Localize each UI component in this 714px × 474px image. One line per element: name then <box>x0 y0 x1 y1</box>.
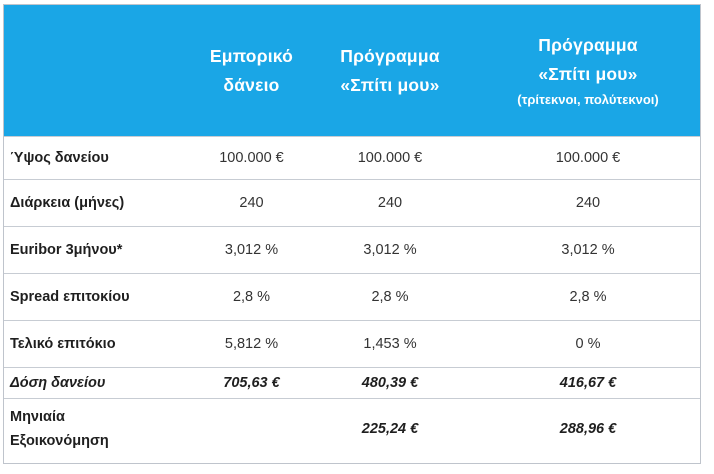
row-label: Ύψος δανείου <box>4 136 199 180</box>
row-label: Euribor 3μήνου* <box>4 226 199 274</box>
cell-value: 100.000 € <box>304 136 476 180</box>
cell-value: 2,8 % <box>476 273 700 321</box>
table-row-monthly-savings: Μηνιαία Εξοικονόμηση 225,24 € 288,96 € <box>4 398 700 459</box>
cell-value <box>199 398 304 459</box>
row-label-line: Εξοικονόμηση <box>10 433 109 449</box>
row-label: Spread επιτοκίου <box>4 273 199 321</box>
header-subtitle: (τρίτεκνοι, πολύτεκνοι) <box>517 91 659 107</box>
cell-value: 225,24 € <box>304 398 476 459</box>
table-row-installment: Δόση δανείου 705,63 € 480,39 € 416,67 € <box>4 367 700 399</box>
cell-value: 416,67 € <box>476 367 700 399</box>
cell-value: 5,812 % <box>199 320 304 368</box>
cell-value: 2,8 % <box>304 273 476 321</box>
header-line: «Σπίτι μου» <box>340 74 440 95</box>
cell-value: 3,012 % <box>476 226 700 274</box>
header-line: «Σπίτι μου» <box>538 63 638 84</box>
cell-value: 3,012 % <box>199 226 304 274</box>
cell-value: 480,39 € <box>304 367 476 399</box>
cell-value: 3,012 % <box>304 226 476 274</box>
cell-value: 100.000 € <box>476 136 700 180</box>
loan-comparison-table: Εμπορικό δάνειο Πρόγραμμα «Σπίτι μου» Πρ… <box>4 5 700 459</box>
cell-value: 240 <box>304 179 476 227</box>
header-line: Πρόγραμμα <box>538 34 638 55</box>
table-row-loan-amount: Ύψος δανείου 100.000 € 100.000 € 100.000… <box>4 136 700 180</box>
header-spiti-mou-large-families: Πρόγραμμα «Σπίτι μου» (τρίτεκνοι, πολύτε… <box>476 5 700 137</box>
table-row-duration: Διάρκεια (μήνες) 240 240 240 <box>4 179 700 227</box>
row-label: Τελικό επιτόκιο <box>4 320 199 368</box>
cell-value: 240 <box>476 179 700 227</box>
cell-value: 288,96 € <box>476 398 700 459</box>
cell-value: 240 <box>199 179 304 227</box>
row-label: Μηνιαία Εξοικονόμηση <box>4 398 199 459</box>
table-row-final-rate: Τελικό επιτόκιο 5,812 % 1,453 % 0 % <box>4 320 700 368</box>
header-empty-cell <box>4 5 199 137</box>
header-line: δάνειο <box>223 74 280 95</box>
header-line: Πρόγραμμα <box>340 45 440 66</box>
cell-value: 2,8 % <box>199 273 304 321</box>
cell-value: 1,453 % <box>304 320 476 368</box>
header-row: Εμπορικό δάνειο Πρόγραμμα «Σπίτι μου» Πρ… <box>4 5 700 137</box>
header-spiti-mou-program: Πρόγραμμα «Σπίτι μου» <box>304 5 476 137</box>
loan-comparison-table-container: Εμπορικό δάνειο Πρόγραμμα «Σπίτι μου» Πρ… <box>3 4 701 464</box>
cell-value: 0 % <box>476 320 700 368</box>
row-label: Διάρκεια (μήνες) <box>4 179 199 227</box>
cell-value: 100.000 € <box>199 136 304 180</box>
row-label-line: Μηνιαία <box>10 409 65 425</box>
table-row-euribor: Euribor 3μήνου* 3,012 % 3,012 % 3,012 % <box>4 226 700 274</box>
header-commercial-loan: Εμπορικό δάνειο <box>199 5 304 137</box>
table-row-spread: Spread επιτοκίου 2,8 % 2,8 % 2,8 % <box>4 273 700 321</box>
row-label: Δόση δανείου <box>4 367 199 399</box>
header-line: Εμπορικό <box>209 45 294 66</box>
cell-value: 705,63 € <box>199 367 304 399</box>
